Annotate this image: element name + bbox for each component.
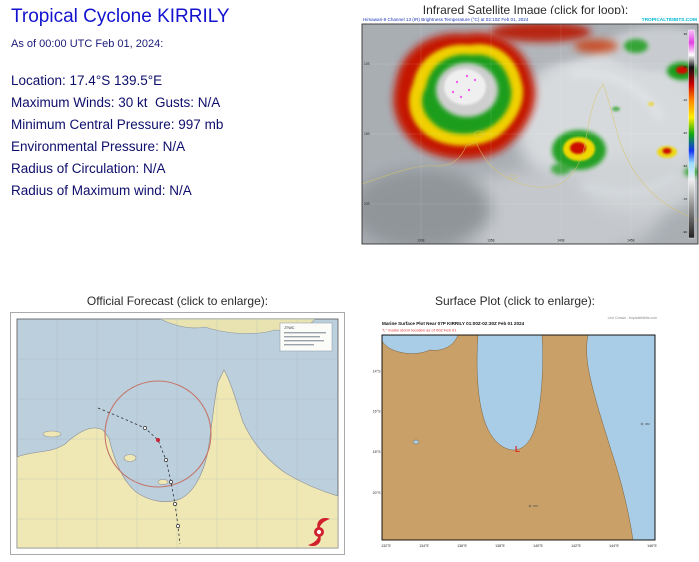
land-australia (16, 369, 339, 549)
current-position-marker (156, 438, 160, 442)
stat-location: Location: 17.4°S 139.5°E (11, 73, 163, 88)
coral-sea (586, 335, 655, 540)
stat-min-pressure: Minimum Central Pressure: 997 mb (11, 117, 224, 132)
storm-cloud-mass (393, 24, 618, 160)
surface-plot-image[interactable]: Levi Cowan - tropicaltidbits.com Marine … (370, 312, 660, 555)
svg-text:140°E: 140°E (533, 544, 543, 548)
satellite-heading: Infrared Satellite Image (click for loop… (422, 3, 629, 17)
svg-text:15S: 15S (364, 132, 370, 136)
plot-frame (381, 334, 656, 541)
svg-text:060: 060 (645, 422, 650, 426)
svg-text:136°E: 136°E (457, 544, 467, 548)
forecast-svg: JTWC (10, 312, 345, 555)
svg-text:145E: 145E (627, 239, 634, 243)
svg-text:135E: 135E (487, 239, 494, 243)
forecast-image[interactable]: JTWC (10, 312, 345, 555)
forecast-track (97, 407, 181, 545)
color-bar: 30 10 -10 -30 -50 -70 -90 (683, 29, 695, 239)
svg-text:-30: -30 (683, 131, 688, 135)
storm-info-panel: Tropical Cyclone KIRRILY As of 00:00 UTC… (11, 2, 356, 202)
lon-axis-labels: 132°E 134°E 136°E 138°E 140°E 142°E 144°… (381, 544, 657, 548)
stat-radius-max-wind: Radius of Maximum wind: N/A (11, 183, 192, 198)
svg-text:10S: 10S (364, 62, 370, 66)
surface-plot-credit: Levi Cowan - tropicaltidbits.com (608, 316, 657, 320)
map-grid-lines (17, 319, 338, 548)
satellite-caption: Himawari-9 Channel 13 (IR) Brightness Te… (363, 17, 529, 22)
svg-text:138°E: 138°E (495, 544, 505, 548)
legend-title: JTWC (284, 326, 295, 330)
svg-text:075: 075 (533, 504, 538, 508)
svg-text:-50: -50 (683, 164, 688, 168)
surface-plot-title: Marine Surface Plot Near 07P KIRRILY 01:… (382, 321, 525, 326)
svg-text:16°S: 16°S (373, 410, 381, 414)
coastal-inlet (412, 439, 420, 445)
surface-map: 060 075 L (382, 335, 655, 540)
surface-plot-heading: Surface Plot (click to enlarge): (434, 294, 596, 308)
storm-stats: Location: 17.4°S 139.5°E Maximum Winds: … (11, 70, 356, 202)
svg-text:-90: -90 (683, 230, 688, 234)
svg-text:30: 30 (684, 32, 688, 36)
as-of-timestamp: As of 00:00 UTC Feb 01, 2024: (11, 38, 164, 50)
svg-text:142°E: 142°E (571, 544, 581, 548)
coastline (362, 83, 698, 221)
stat-env-pressure: Environmental Pressure: N/A (11, 139, 186, 154)
cold-overshoot-specks (451, 74, 477, 99)
satellite-tick-labels: 10S 15S 20S 130E 135E 140E 145E (364, 62, 635, 243)
tropicaltidbits-brand: TROPICALTIDBITS.COM (642, 17, 697, 23)
stat-max-winds: Maximum Winds: 30 kt Gusts: N/A (11, 95, 221, 110)
uncertainty-circle (104, 380, 212, 488)
satellite-frame (361, 23, 699, 245)
grid-lines (362, 24, 698, 244)
satellite-image[interactable]: Himawari-9 Channel 13 (IR) Brightness Te… (361, 14, 699, 250)
arafura-sea (382, 335, 459, 354)
svg-text:20°S: 20°S (373, 491, 381, 495)
svg-text:144°E: 144°E (609, 544, 619, 548)
cyclone-icon (308, 517, 330, 547)
svg-text:18°S: 18°S (373, 450, 381, 454)
svg-text:-10: -10 (683, 98, 688, 102)
lat-axis-labels: 14°S 16°S 18°S 20°S (373, 370, 381, 496)
satellite-svg: Himawari-9 Channel 13 (IR) Brightness Te… (361, 14, 699, 250)
svg-text:-70: -70 (683, 197, 688, 201)
storm-marker: L (515, 445, 520, 454)
svg-text:134°E: 134°E (419, 544, 429, 548)
stat-radius-circulation: Radius of Circulation: N/A (11, 161, 166, 176)
forecast-heading: Official Forecast (click to enlarge): (86, 294, 269, 308)
surface-plot-svg: Levi Cowan - tropicaltidbits.com Marine … (370, 312, 660, 555)
svg-text:14°S: 14°S (373, 370, 381, 374)
satellite-map: 10S 15S 20S 130E 135E 140E 145E (362, 24, 698, 244)
surface-plot-subtitle: "L" marks storm location as of 00Z Feb 0… (382, 328, 457, 333)
svg-text:146°E: 146°E (647, 544, 657, 548)
page-title: Tropical Cyclone KIRRILY (11, 6, 230, 27)
legend-box: JTWC (279, 322, 333, 352)
gulf-of-carpentaria (476, 335, 543, 451)
svg-text:10: 10 (684, 65, 688, 69)
svg-text:132°E: 132°E (381, 544, 391, 548)
station-plot: 060 075 (528, 422, 650, 508)
svg-text:140E: 140E (557, 239, 564, 243)
svg-text:130E: 130E (417, 239, 424, 243)
svg-text:20S: 20S (364, 202, 370, 206)
